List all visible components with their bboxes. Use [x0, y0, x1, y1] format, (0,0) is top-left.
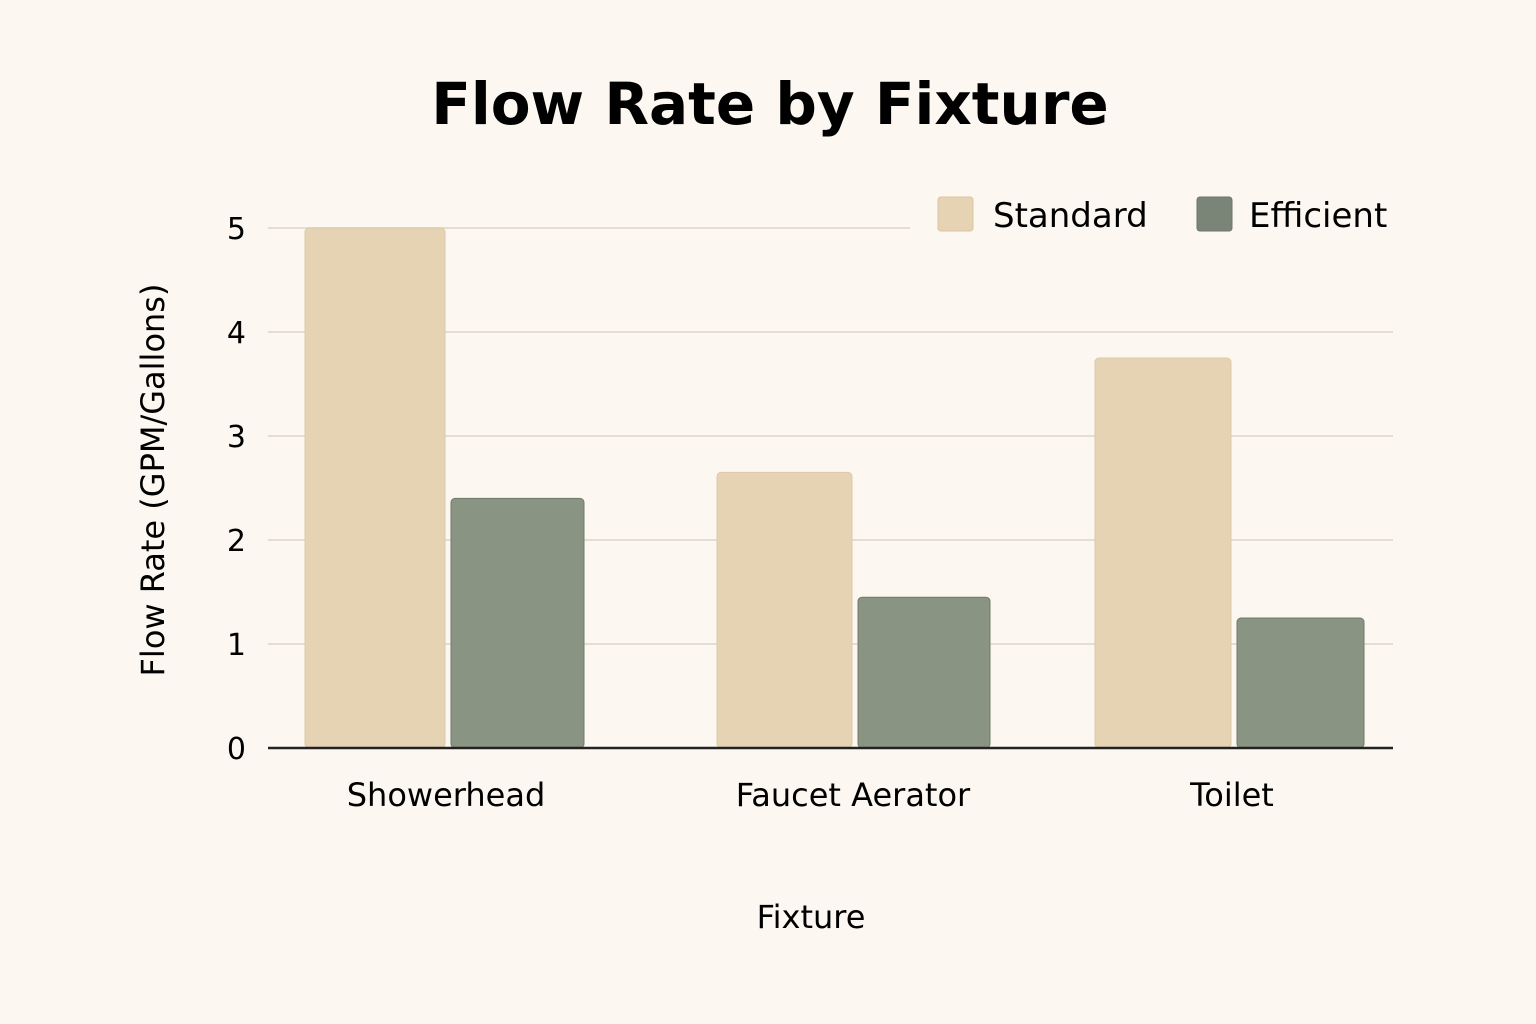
bar-standard-faucet-aerator: [716, 471, 853, 749]
legend-label-efficient: Efficient: [1249, 196, 1387, 236]
chart-title: Flow Rate by Fixture: [431, 70, 1109, 138]
legend: Standard Efficient: [937, 196, 1387, 236]
x-tick-label: Faucet Aerator: [736, 776, 971, 814]
y-tick-label: 0: [227, 732, 246, 767]
x-axis-label: Fixture: [757, 898, 866, 936]
x-tick-label: Showerhead: [347, 776, 546, 814]
y-tick-label: 5: [227, 212, 246, 247]
legend-swatch-standard: [937, 196, 974, 232]
legend-swatch-efficient: [1196, 196, 1233, 232]
y-axis-label: Flow Rate (GPM/Gallons): [134, 284, 172, 677]
y-tick-label: 2: [227, 524, 246, 559]
bar-standard-showerhead: [304, 227, 446, 749]
y-tick-label: 4: [227, 316, 246, 351]
bar-standard-toilet: [1094, 357, 1232, 749]
x-tick-label: Toilet: [1189, 776, 1274, 814]
bar-efficient-faucet-aerator: [857, 596, 991, 749]
bar-efficient-showerhead: [450, 497, 585, 749]
legend-label-standard: Standard: [993, 196, 1148, 236]
y-tick-label: 3: [227, 420, 246, 455]
bar-efficient-toilet: [1236, 617, 1365, 749]
y-tick-label: 1: [227, 628, 246, 663]
